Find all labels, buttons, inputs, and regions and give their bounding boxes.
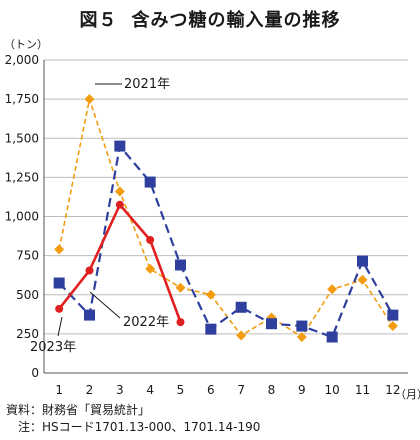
data-point-square [235,301,247,313]
y-unit-label: （トン） [4,38,48,51]
y-tick-label: 1,250 [5,170,39,184]
data-point-circle [146,235,155,244]
x-tick-label: 10 [325,383,340,397]
data-point-diamond [357,274,368,285]
series-line [58,98,394,338]
data-point-diamond [54,244,65,255]
y-tick-label: 500 [16,288,39,302]
data-point-square [326,331,338,343]
y-tick-label: 250 [16,327,39,341]
data-point-square [175,259,186,271]
data-point-diamond [145,263,156,274]
data-point-circle [115,200,124,209]
figure-number: 図５ [79,10,118,31]
x-tick-label: 2 [86,383,94,397]
y-tick-label: 2,000 [5,53,39,67]
notes: 資料：財務省「貿易統計」 注：HSコード1701.13-000、1701.14-… [6,402,260,436]
data-point-square [296,320,308,332]
series-line [58,144,394,339]
hs-code-note: 注：HSコード1701.13-000、1701.14-190 [6,420,261,434]
x-tick-label: 11 [355,383,370,397]
series-2021年 [54,94,398,343]
series-annotations: 2021年 2022年 2023年 [30,77,170,355]
series-line [58,203,182,323]
y-tick-labels: 0 250 500 750 1,000 1,250 1,500 1,750 2,000 [5,53,39,380]
chart-title: 図５ 含みつ糖の輸入量の推移 [0,6,420,32]
x-tick-label: 8 [268,383,276,397]
leader-2023 [57,316,63,337]
y-tick-label: 1,500 [5,131,39,145]
y-tick-label: 1,000 [5,210,39,224]
label-2023: 2023年 [30,340,76,355]
x-unit-label: （月） [395,388,420,401]
data-point-diamond [236,330,247,341]
x-tick-label: 6 [207,383,215,397]
data-point-circle [85,266,94,275]
data-point-square [114,140,126,152]
data-point-square [266,318,277,330]
label-2021: 2021年 [124,77,170,92]
data-point-diamond [387,321,398,332]
y-tick-label: 0 [31,366,39,380]
data-point-diamond [296,332,307,343]
data-point-diamond [114,186,125,197]
x-tick-label: 9 [298,383,306,397]
x-tick-label: 5 [177,383,185,397]
series-lines [53,94,399,343]
data-point-square [357,255,368,267]
series-2022年 [53,140,399,343]
data-point-diamond [84,94,95,105]
data-point-square [205,323,217,335]
y-tick-label: 750 [16,249,39,263]
y-tick-label: 1,750 [5,92,39,106]
x-tick-label: 7 [237,383,245,397]
gridlines [44,59,408,335]
data-point-square [53,277,65,289]
x-tick-label: 12 [385,383,400,397]
data-point-diamond [205,289,216,300]
label-2022: 2022年 [123,315,169,330]
x-tick-label: 1 [55,383,63,397]
x-tick-label: 4 [146,383,154,397]
data-point-square [144,176,156,188]
data-point-square [387,309,399,321]
data-point-diamond [175,282,186,293]
data-point-circle [55,304,64,313]
data-point-circle [176,318,185,327]
data-point-diamond [327,284,338,295]
axes [43,60,408,374]
source-note: 資料：財務省「貿易統計」 [6,403,151,417]
x-tick-labels: 1 2 3 4 5 6 7 8 9 10 11 12 [55,383,400,397]
x-tick-label: 3 [116,383,124,397]
series-2023年 [55,200,185,327]
leader-2022 [89,291,121,319]
data-point-square [84,309,95,321]
figure-title: 含みつ糖の輸入量の推移 [131,10,341,31]
